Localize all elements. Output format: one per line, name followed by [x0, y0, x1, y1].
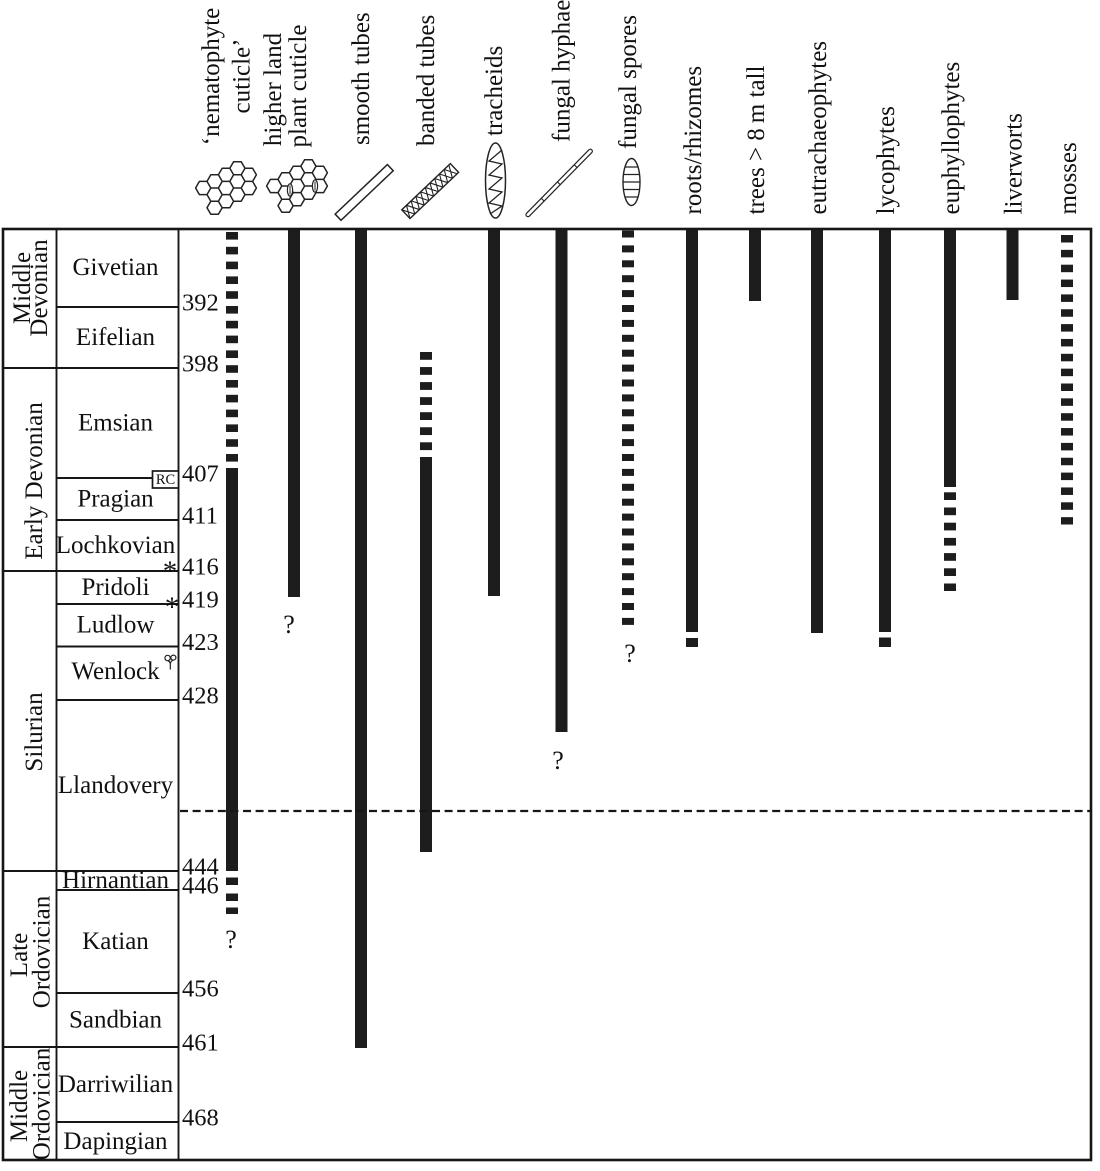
svg-text:fungal hyphae: fungal hyphae — [549, 0, 576, 142]
svg-text:444: 444 — [182, 854, 219, 881]
svg-text:Darriwilian: Darriwilian — [58, 1071, 174, 1098]
svg-text:Middle: Middle — [9, 252, 36, 324]
svg-text:higher land: higher land — [260, 32, 287, 146]
svg-text:mosses: mosses — [1055, 142, 1082, 214]
svg-text:Wenlock: Wenlock — [71, 658, 160, 685]
svg-text:*: * — [163, 556, 178, 588]
svg-text:398: 398 — [182, 351, 219, 378]
svg-text:Sandbian: Sandbian — [69, 1007, 163, 1034]
svg-text:euphyllophytes: euphyllophytes — [938, 62, 965, 215]
svg-text:?: ? — [225, 925, 237, 954]
svg-text:‘nematophyte: ‘nematophyte — [198, 8, 225, 145]
svg-text:392: 392 — [182, 290, 219, 317]
svg-text:Middle: Middle — [6, 1070, 33, 1142]
svg-text:Dapingian: Dapingian — [63, 1128, 168, 1155]
svg-text:Eifelian: Eifelian — [76, 324, 156, 351]
svg-text:Katian: Katian — [82, 928, 149, 955]
svg-text:fungal spores: fungal spores — [615, 15, 642, 149]
svg-text:?: ? — [552, 746, 564, 775]
svg-text:468: 468 — [182, 1105, 219, 1132]
svg-text:446: 446 — [182, 873, 219, 900]
svg-text:eutrachaeophytes: eutrachaeophytes — [805, 41, 832, 215]
svg-text:428: 428 — [182, 683, 219, 710]
svg-text:456: 456 — [182, 976, 219, 1003]
svg-text:*: * — [165, 592, 180, 624]
svg-text:Pridoli: Pridoli — [81, 574, 149, 601]
svg-text:tracheids: tracheids — [481, 46, 508, 136]
svg-text:?: ? — [283, 610, 295, 639]
svg-text:Early Devonian: Early Devonian — [21, 402, 48, 560]
svg-text:419: 419 — [182, 587, 219, 614]
svg-text:plant cuticle: plant cuticle — [285, 25, 312, 148]
svg-text:liverworts: liverworts — [1001, 113, 1028, 214]
svg-text:Llandovery: Llandovery — [58, 772, 174, 799]
svg-text:?: ? — [624, 639, 636, 668]
svg-text:Devonian: Devonian — [26, 239, 53, 337]
svg-text:lycophytes: lycophytes — [873, 106, 900, 214]
svg-text:423: 423 — [182, 629, 219, 656]
svg-text:banded tubes: banded tubes — [413, 15, 440, 146]
svg-text:smooth tubes: smooth tubes — [348, 12, 375, 145]
svg-text:Ordovician: Ordovician — [29, 895, 56, 1008]
svg-text:Lochkovian: Lochkovian — [56, 532, 176, 559]
svg-text:Ordovician: Ordovician — [29, 1047, 56, 1160]
svg-text:416: 416 — [182, 554, 219, 581]
svg-text:trees > 8 m tall: trees > 8 m tall — [743, 66, 770, 215]
svg-text:461: 461 — [182, 1030, 219, 1057]
svg-text:Ludlow: Ludlow — [77, 612, 155, 639]
svg-text:Givetian: Givetian — [72, 254, 159, 281]
svg-text:Silurian: Silurian — [21, 692, 48, 772]
svg-text:roots/rhizomes: roots/rhizomes — [680, 66, 707, 215]
svg-text:Hirnantian: Hirnantian — [62, 867, 169, 894]
svg-text:RC: RC — [156, 472, 175, 488]
svg-text:411: 411 — [182, 503, 218, 530]
svg-text:Emsian: Emsian — [78, 410, 153, 437]
svg-text:407: 407 — [182, 461, 219, 488]
svg-text:Late: Late — [6, 933, 33, 977]
svg-text:cuticle’: cuticle’ — [229, 39, 256, 114]
svg-text:Pragian: Pragian — [77, 486, 154, 513]
